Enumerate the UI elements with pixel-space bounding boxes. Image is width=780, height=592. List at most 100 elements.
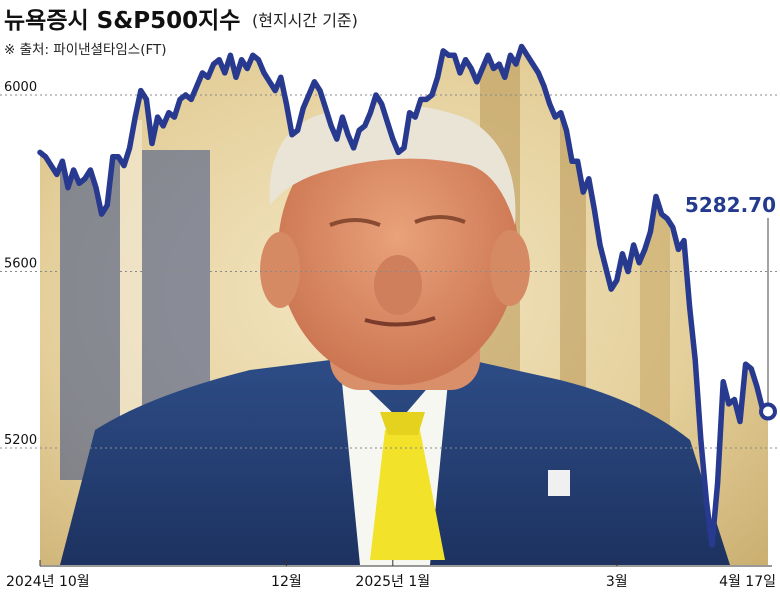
- data-point: [240, 58, 243, 61]
- data-point: [458, 71, 462, 75]
- data-point: [722, 380, 725, 383]
- data-point: [755, 385, 758, 388]
- x-tick-label: 3월: [606, 574, 628, 590]
- data-point: [145, 98, 148, 101]
- data-point: [654, 195, 658, 198]
- data-point: [660, 212, 663, 216]
- data-point: [162, 124, 165, 128]
- data-point: [78, 182, 81, 185]
- data-point: [470, 67, 473, 70]
- data-point: [436, 76, 439, 79]
- data-point: [212, 62, 215, 66]
- data-point: [246, 67, 249, 70]
- data-point: [330, 124, 333, 128]
- data-point: [134, 115, 137, 119]
- data-point: [520, 45, 523, 48]
- y-tick-label: 5200: [4, 433, 37, 448]
- data-point: [363, 124, 366, 128]
- data-point: [699, 438, 702, 441]
- y-tick-labels: 6000 5600 5200: [4, 80, 37, 448]
- data-point: [195, 85, 198, 88]
- x-tick-label: 2024년 10월: [6, 574, 90, 590]
- data-point: [425, 98, 428, 101]
- data-point: [190, 98, 193, 101]
- data-point: [94, 186, 98, 189]
- data-point: [750, 367, 753, 370]
- data-point: [89, 168, 92, 172]
- data-point: [380, 102, 383, 106]
- data-point: [352, 146, 355, 150]
- data-point: [44, 155, 47, 158]
- data-point: [128, 146, 131, 150]
- data-point: [565, 129, 568, 132]
- data-point: [285, 102, 288, 106]
- data-point: [694, 358, 697, 361]
- data-point: [492, 67, 495, 70]
- data-point: [201, 71, 204, 75]
- data-point: [677, 248, 680, 251]
- data-point: [570, 160, 574, 163]
- data-point: [391, 137, 394, 141]
- chart-source: ※ 출처: 파이낸셜타임스(FT): [4, 42, 167, 58]
- data-point: [486, 54, 490, 57]
- data-point: [150, 142, 154, 145]
- data-point: [542, 85, 546, 88]
- data-point: [38, 151, 42, 154]
- data-point: [548, 102, 551, 106]
- data-point: [531, 62, 534, 66]
- data-point: [341, 115, 344, 119]
- data-point: [296, 129, 299, 132]
- data-point: [386, 120, 389, 123]
- data-point: [604, 265, 607, 269]
- data-point: [598, 243, 602, 247]
- chart-subtitle: (현지시간 기준): [252, 11, 358, 30]
- data-point: [318, 89, 322, 92]
- y-gridlines: [0, 94, 780, 449]
- last-value-label: 5282.70: [685, 193, 776, 217]
- data-point: [402, 146, 406, 150]
- data-point: [184, 93, 187, 97]
- data-point: [514, 62, 518, 66]
- data-point: [632, 243, 635, 247]
- data-point: [55, 173, 58, 176]
- data-point: [442, 49, 445, 53]
- data-point: [649, 230, 652, 233]
- y-tick-label: 5600: [4, 257, 37, 272]
- data-point: [537, 71, 540, 75]
- data-point: [498, 62, 501, 66]
- data-point: [671, 226, 674, 229]
- y-tick-label: 6000: [4, 80, 37, 95]
- data-point: [419, 98, 422, 101]
- data-point: [481, 67, 484, 70]
- data-point: [83, 177, 87, 180]
- data-point: [229, 54, 232, 57]
- data-point: [682, 239, 686, 242]
- data-point: [358, 129, 361, 132]
- data-point: [744, 363, 747, 366]
- data-point: [710, 543, 714, 547]
- data-point: [554, 115, 557, 119]
- data-point: [576, 160, 579, 163]
- data-point: [290, 133, 294, 136]
- data-point: [733, 398, 736, 401]
- data-point: [430, 93, 434, 97]
- data-point: [509, 54, 512, 57]
- data-point: [638, 261, 641, 264]
- data-point: [615, 279, 618, 282]
- data-point: [666, 217, 669, 220]
- data-point: [206, 76, 210, 79]
- data-point: [626, 270, 630, 273]
- data-point: [106, 204, 109, 207]
- data-point: [374, 93, 378, 97]
- data-point: [122, 164, 126, 167]
- data-point: [475, 80, 478, 84]
- data-point: [274, 89, 277, 92]
- data-point: [408, 111, 411, 114]
- data-point: [302, 107, 305, 110]
- data-point: [414, 115, 417, 119]
- data-point: [464, 58, 467, 61]
- data-point: [643, 248, 646, 251]
- data-point: [173, 115, 176, 119]
- data-point: [526, 54, 529, 57]
